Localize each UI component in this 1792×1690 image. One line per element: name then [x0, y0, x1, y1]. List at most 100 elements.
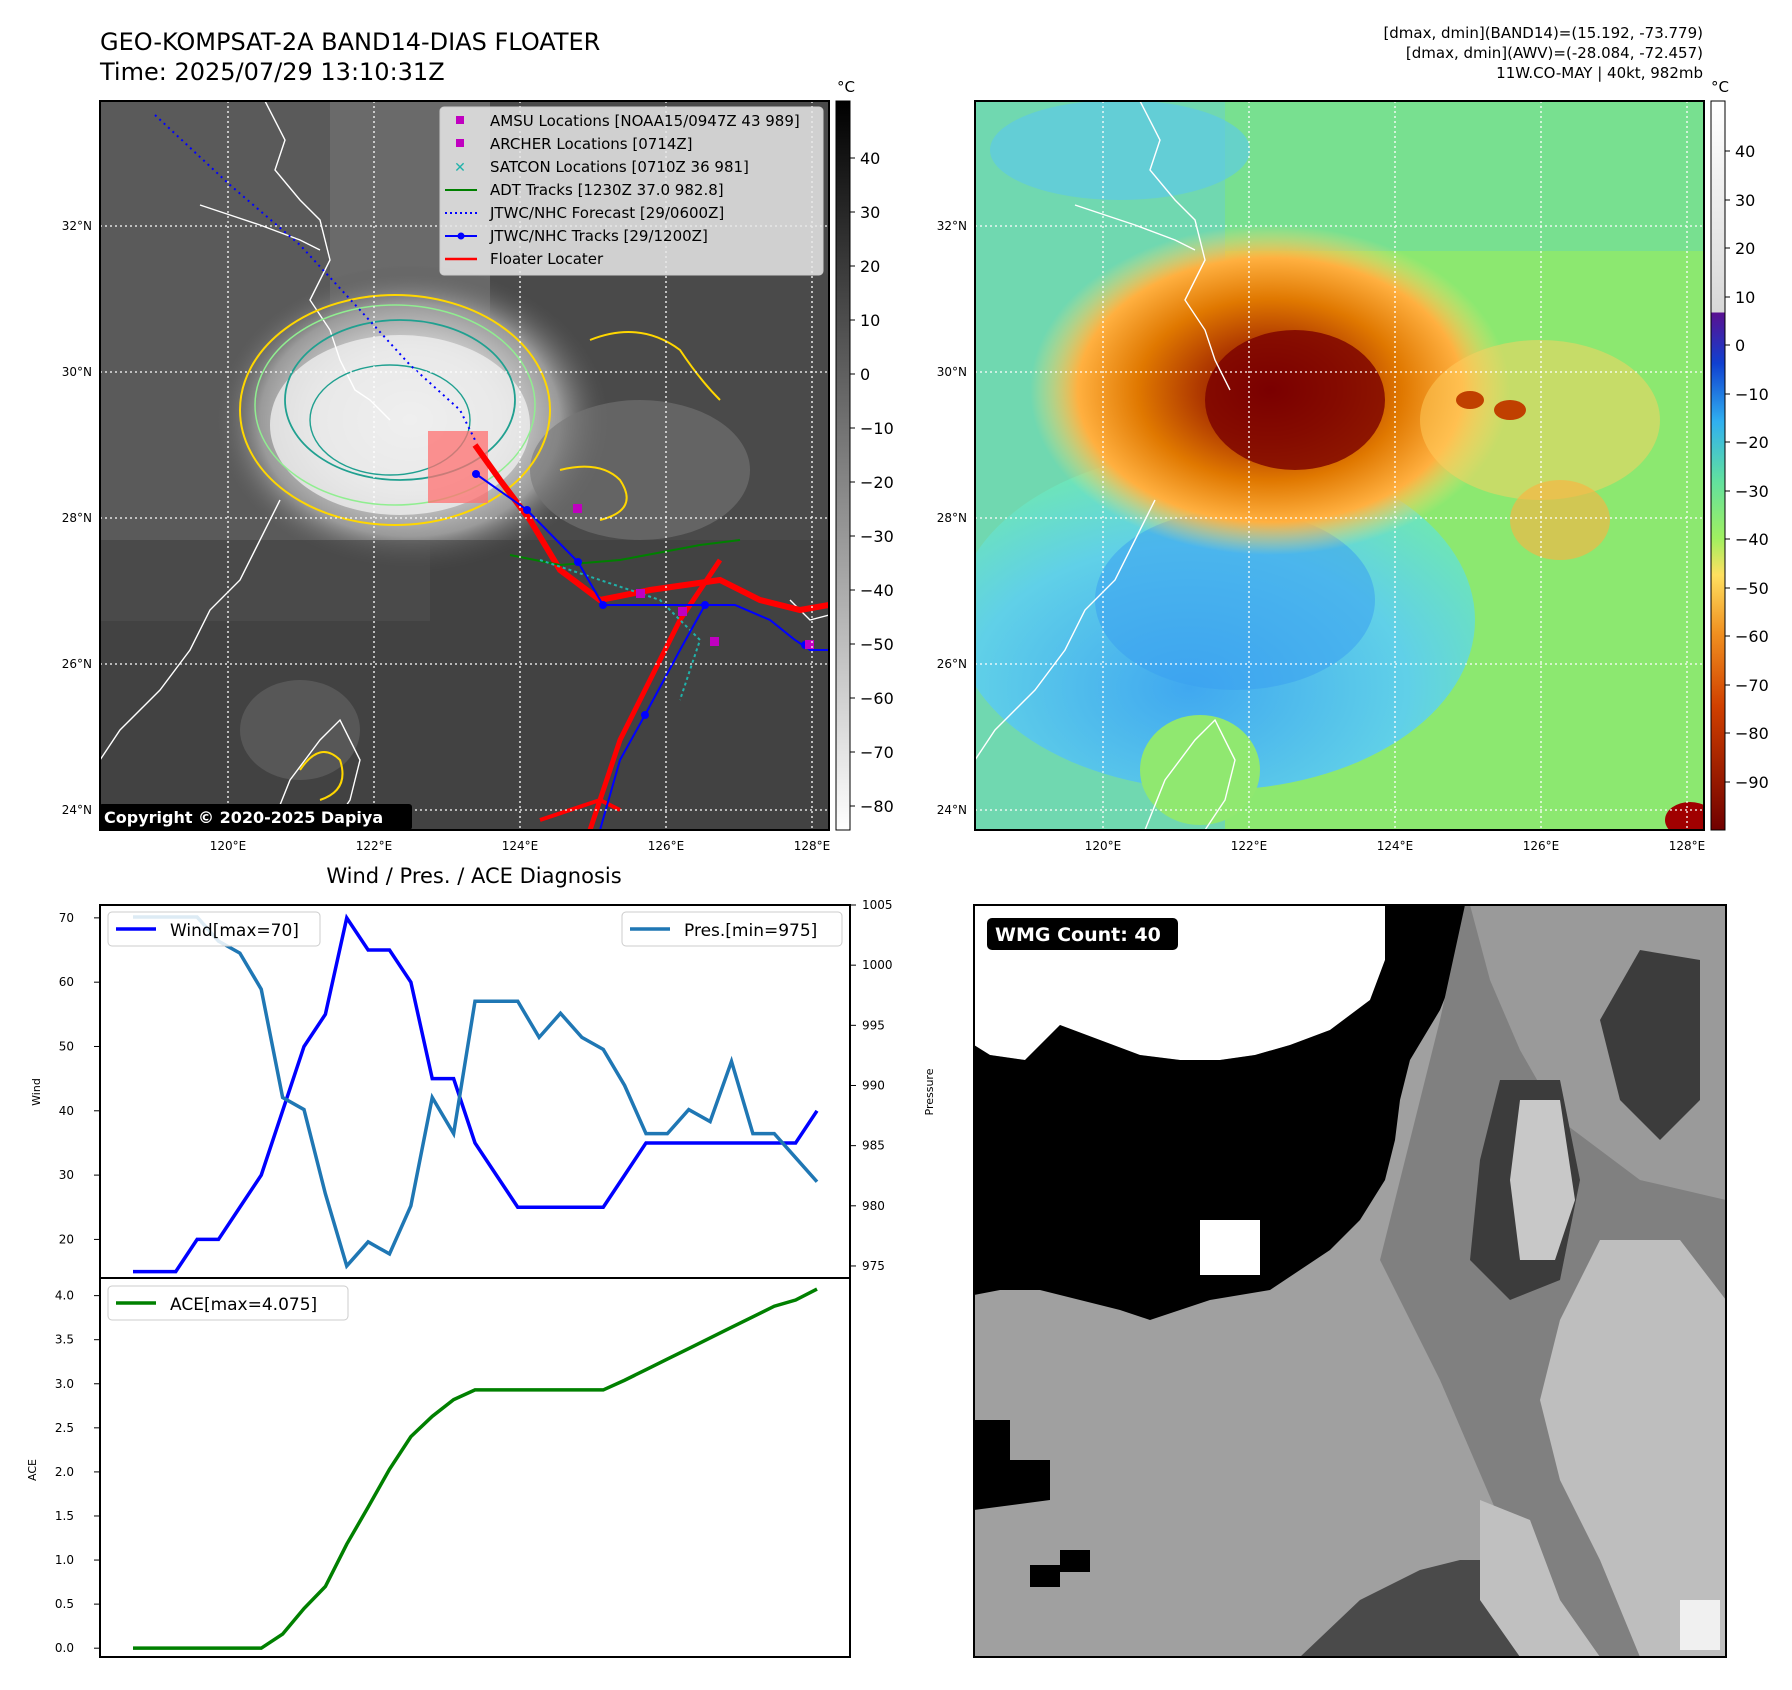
- ace-panel: 4.0 3.5 3.0 2.5 2.0 1.5 1.0 0.5 0.0 ACE ACE[max=…: [26, 1277, 851, 1658]
- legend-tracks: JTWC/NHC Tracks [29/1200Z]: [489, 227, 708, 245]
- info-band14-range: [dmax, dmin](BAND14)=(15.192, -73.779): [1383, 24, 1703, 42]
- map2-lon-tick: 124°E: [1377, 839, 1414, 853]
- wmg-panel: WMG Count: 40: [973, 904, 1727, 1658]
- ace-tick-label: 3.0: [55, 1377, 74, 1391]
- colorbar1-tick-label: 0: [860, 365, 870, 384]
- pressure-tick-label: 1005: [862, 898, 893, 912]
- pressure-tick-label: 980: [862, 1199, 885, 1213]
- colorbar2-tick-label: 20: [1735, 239, 1755, 258]
- colorbar1-tick-label: −40: [860, 581, 894, 600]
- colorbar1-tick-label: −20: [860, 473, 894, 492]
- map1-lon-tick: 122°E: [356, 839, 393, 853]
- ir-grayscale-map: 120°E 122°E 124°E 126°E 128°E 32°N 30°N …: [62, 100, 830, 853]
- map2-lon-tick: 120°E: [1085, 839, 1122, 853]
- legend-satcon: SATCON Locations [0710Z 36 981]: [490, 158, 749, 176]
- colorbar1-tick-label: −70: [860, 743, 894, 762]
- pressure-tick-label: 1000: [862, 958, 893, 972]
- map1-lon-tick: 124°E: [502, 839, 539, 853]
- wind-tick-label: 50: [59, 1039, 74, 1053]
- map1-lon-tick: 126°E: [648, 839, 685, 853]
- copyright-box: [99, 804, 412, 830]
- map1-lat-tick: 32°N: [62, 219, 92, 233]
- colorbar2-tick-label: −10: [1735, 385, 1769, 404]
- colorbar2-tick-label: −70: [1735, 676, 1769, 695]
- colorbar1-tick-label: 30: [860, 203, 880, 222]
- colorbar2-tick-label: −60: [1735, 627, 1769, 646]
- figure-timestamp: Time: 2025/07/29 13:10:31Z: [99, 58, 445, 86]
- legend-archer-marker: [456, 139, 464, 147]
- map2-lat-tick: 28°N: [937, 511, 967, 525]
- map1-lat-tick: 24°N: [62, 803, 92, 817]
- adt-track: [509, 539, 741, 567]
- wind-tick-label: 40: [59, 1104, 74, 1118]
- ace-tick-label: 0.5: [55, 1597, 74, 1611]
- legend-satcon-marker: ✕: [454, 160, 466, 176]
- colorbar1-tick-label: −10: [860, 419, 894, 438]
- coastline: [264, 101, 391, 421]
- ace-tick-label: 0.0: [55, 1641, 74, 1655]
- map2-lon-tick: 128°E: [1669, 839, 1706, 853]
- wmg-count-box: [987, 918, 1178, 950]
- wind-series-line: [133, 913, 819, 1274]
- map2-coastline: [1139, 101, 1231, 391]
- ace-tick-label: 2.5: [55, 1421, 74, 1435]
- floater-locater-track: [472, 443, 829, 614]
- wmg-black-region: [974, 905, 1465, 1320]
- legend-amsu: AMSU Locations [NOAA15/0947Z 43 989]: [490, 112, 800, 130]
- wind-legend-label: Wind[max=70]: [170, 921, 299, 941]
- wind-axis-label: Wind: [30, 1078, 43, 1106]
- map1-lat-tick: 28°N: [62, 511, 92, 525]
- diagnosis-title: Wind / Pres. / ACE Diagnosis: [326, 864, 621, 888]
- wind-legend: Wind[max=70]: [107, 911, 321, 947]
- pressure-legend: Pres.[min=975]: [621, 911, 843, 947]
- map-legend: AMSU Locations [NOAA15/0947Z 43 989] ARC…: [439, 106, 824, 276]
- ace-axis-label: ACE: [26, 1459, 39, 1481]
- colorbar2-tick-label: −90: [1735, 773, 1769, 792]
- colorbar-color: °C 40 30 20 10 0 −10 −20 −30 −40 −50 −60 −70 −80 −90: [1710, 78, 1769, 831]
- figure-title: GEO-KOMPSAT-2A BAND14-DIAS FLOATER: [100, 28, 600, 56]
- colorbar1-tick-label: 20: [860, 257, 880, 276]
- wind-pressure-panel: 70 60 50 40 30 20 1005 1000 995 990 985 980 975 Win…: [30, 898, 936, 1279]
- map1-lat-tick: 26°N: [62, 657, 92, 671]
- ir-color-map: 120°E 122°E 124°E 126°E 128°E 32°N 30°N …: [937, 100, 1706, 853]
- info-storm: 11W.CO-MAY | 40kt, 982mb: [1496, 64, 1703, 82]
- map1-lon-tick: 120°E: [210, 839, 247, 853]
- colorbar2-tick-label: 30: [1735, 191, 1755, 210]
- pressure-series-line: [133, 915, 819, 1270]
- colorbar1-tick-label: −80: [860, 797, 894, 816]
- wind-tick-label: 70: [59, 911, 74, 925]
- wind-tick-label: 20: [59, 1232, 74, 1246]
- colorbar1-tick-label: 10: [860, 311, 880, 330]
- satcon-track: [539, 559, 702, 701]
- info-awv-range: [dmax, dmin](AWV)=(-28.084, -72.457): [1406, 44, 1703, 62]
- pressure-tick-label: 975: [862, 1259, 885, 1273]
- legend-amsu-marker: [456, 116, 464, 124]
- map2-gridlines: [975, 101, 1704, 830]
- pressure-axis-label: Pressure: [923, 1068, 936, 1115]
- wind-tick-label: 60: [59, 975, 74, 989]
- ace-tick-label: 4.0: [55, 1289, 74, 1303]
- legend-forecast: JTWC/NHC Forecast [29/0600Z]: [489, 204, 724, 222]
- wmg-count-label: WMG Count: 40: [995, 924, 1161, 946]
- contour-yellow: [239, 294, 551, 526]
- map2-lon-tick: 126°E: [1523, 839, 1560, 853]
- pressure-legend-label: Pres.[min=975]: [684, 921, 817, 941]
- ace-legend-label: ACE[max=4.075]: [170, 1295, 317, 1315]
- colorbar2-tick-label: −50: [1735, 579, 1769, 598]
- copyright-text: Copyright © 2020-2025 Dapiya: [104, 808, 383, 827]
- floater-box: [428, 431, 488, 503]
- jtwc-forecast-track: [154, 114, 476, 441]
- archer-marker: [636, 589, 645, 598]
- map1-lat-tick: 30°N: [62, 365, 92, 379]
- colorbar2-tick-label: −20: [1735, 433, 1769, 452]
- map2-frame: [974, 100, 1705, 831]
- map2-lat-tick: 26°N: [937, 657, 967, 671]
- amsu-marker: [573, 504, 582, 513]
- ace-series-line: [133, 1287, 818, 1650]
- colorbar1-tick-label: −30: [860, 527, 894, 546]
- ace-tick-label: 1.5: [55, 1509, 74, 1523]
- colorbar1-tick-label: −50: [860, 635, 894, 654]
- pressure-tick-label: 995: [862, 1018, 885, 1032]
- map2-lat-tick: 24°N: [937, 803, 967, 817]
